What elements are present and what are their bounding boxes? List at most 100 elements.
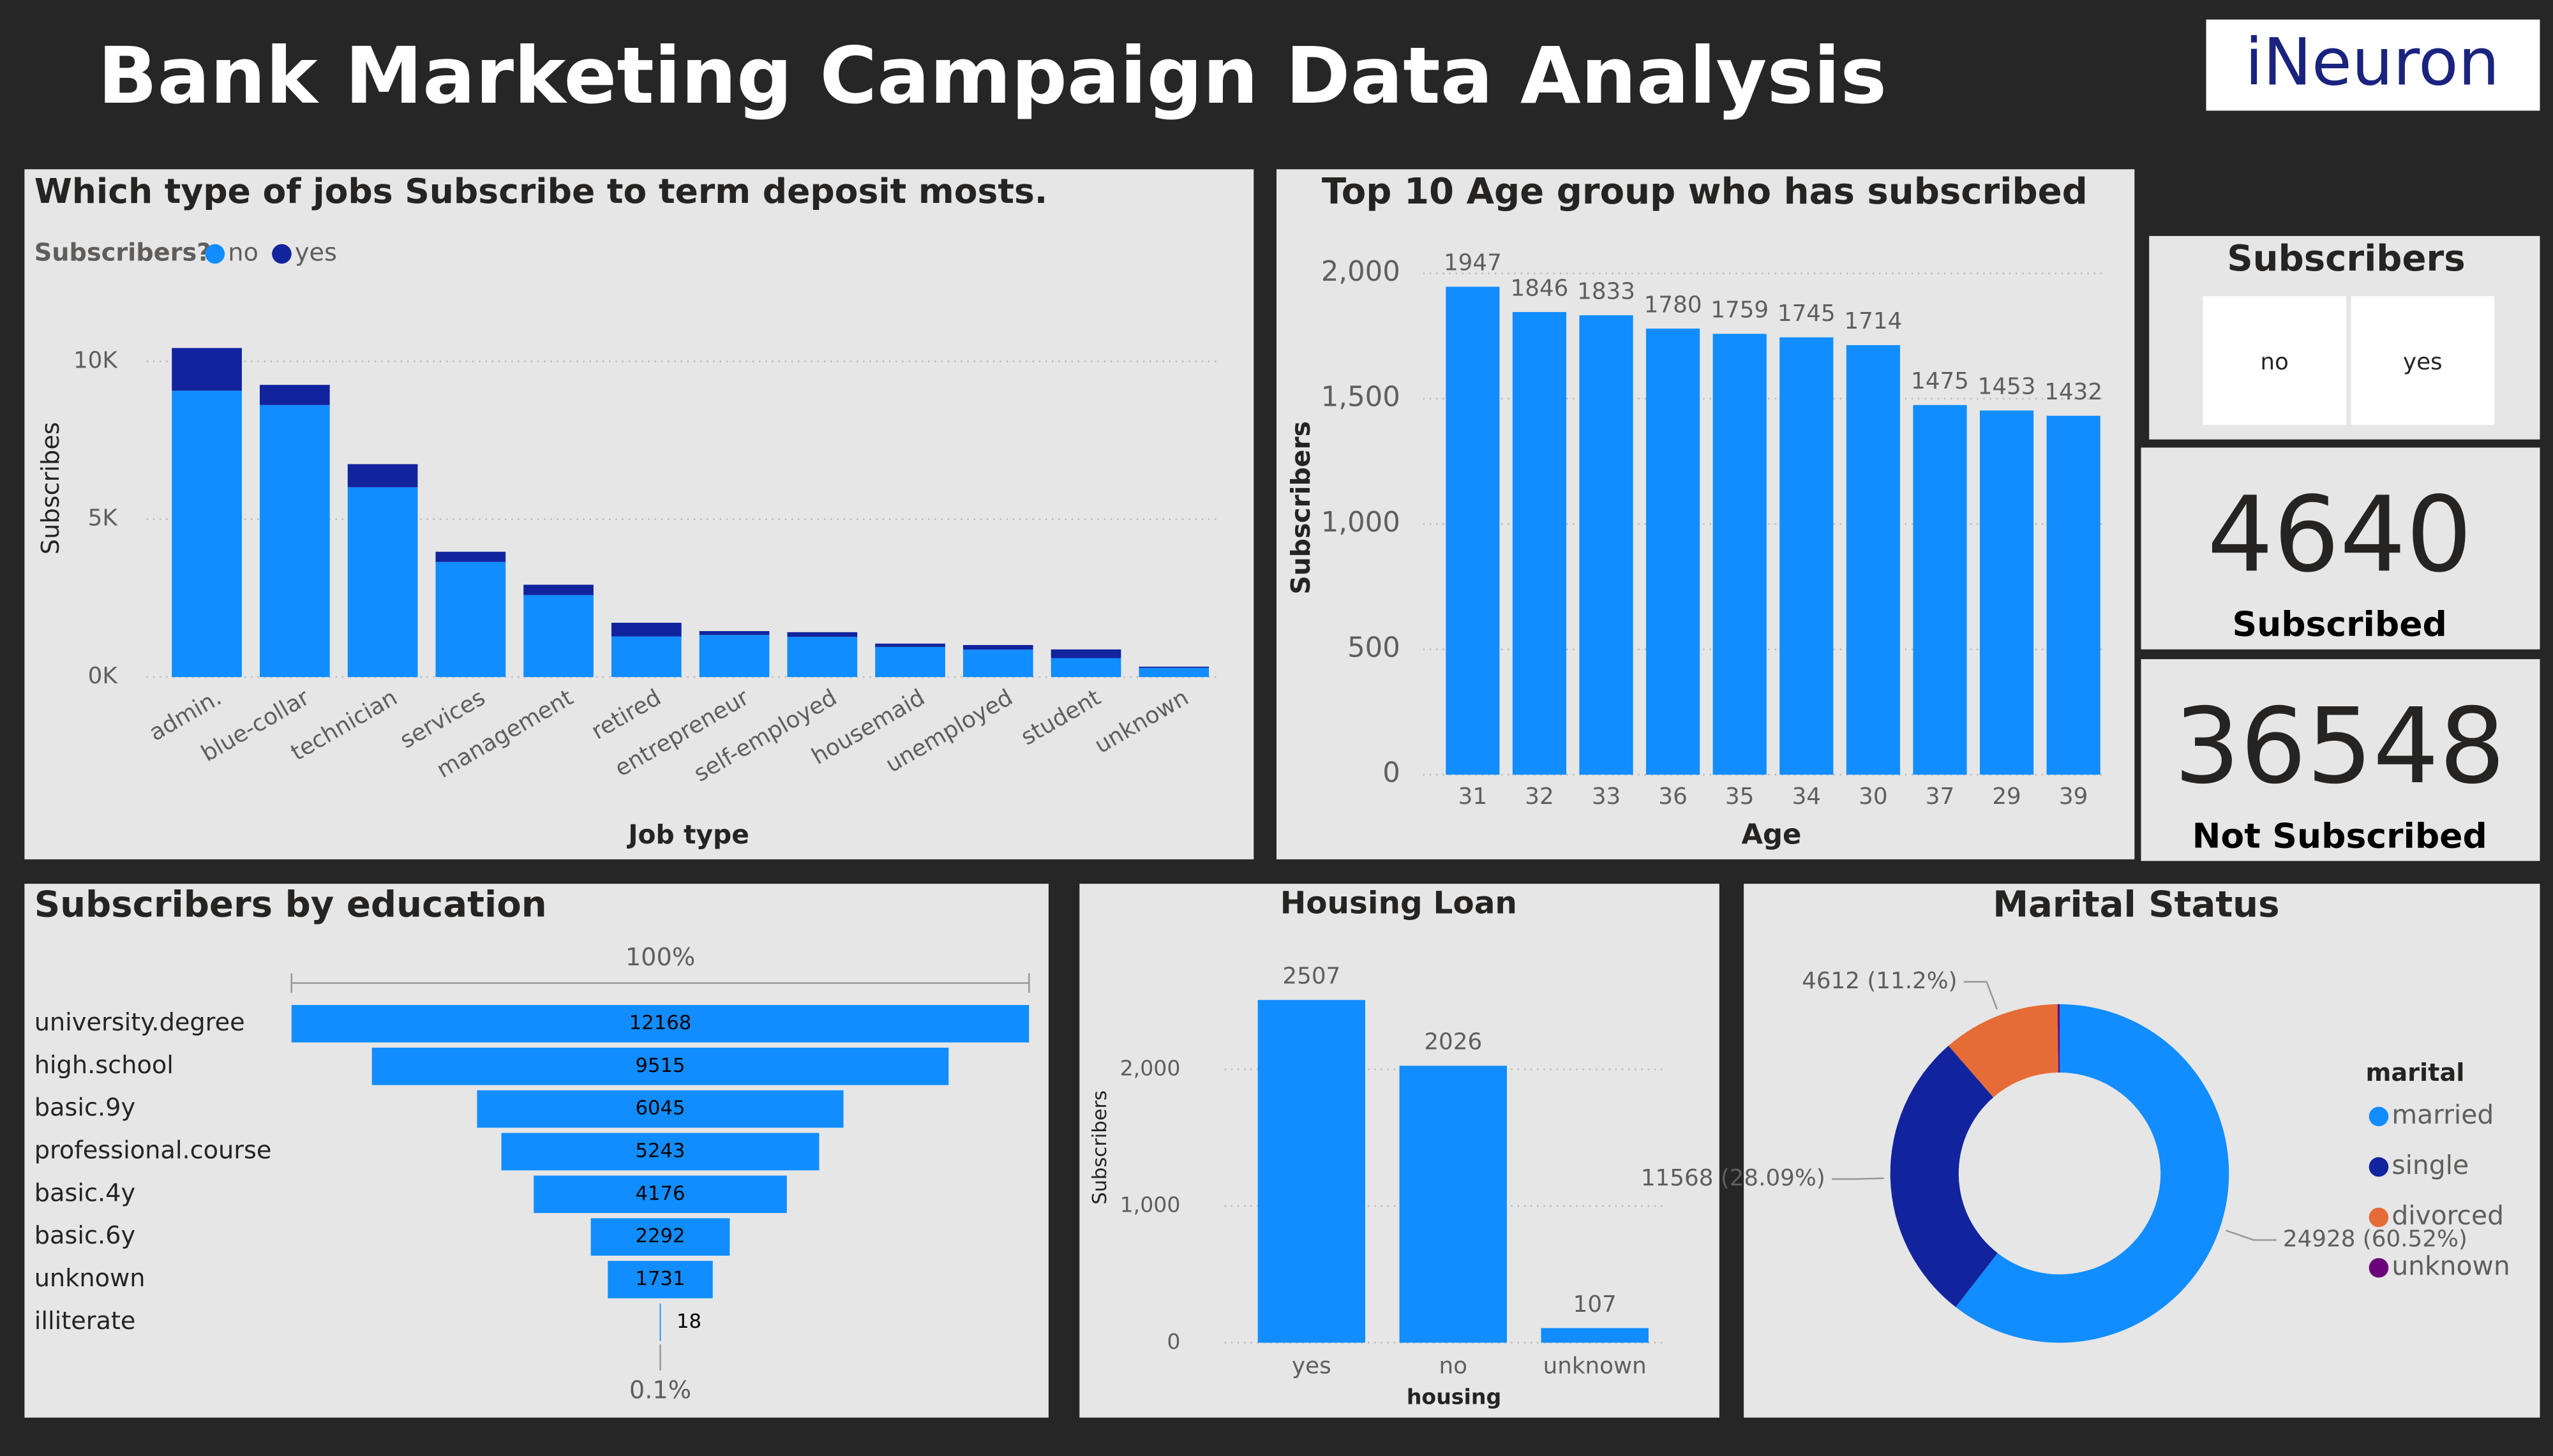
data-label: 1947 — [1444, 250, 1502, 276]
funnel-bottom-label: 0.1% — [629, 1376, 691, 1404]
y-tick-label: 500 — [1347, 632, 1400, 664]
funnel-bar — [608, 1261, 713, 1298]
card-label: Subscribed — [2233, 604, 2447, 644]
bar-segment — [435, 561, 506, 678]
legend-marker — [2369, 1207, 2389, 1228]
legend-label: married — [2392, 1099, 2494, 1130]
donut-slice — [1890, 1045, 1998, 1307]
slicer-button[interactable] — [2203, 296, 2346, 425]
bar-segment — [1051, 658, 1121, 678]
data-label: 1432 — [2044, 379, 2102, 405]
legend-label: single — [2392, 1150, 2469, 1180]
x-tick-label: 39 — [2059, 784, 2088, 810]
bar-segment — [962, 644, 1033, 650]
bar — [1579, 315, 1633, 775]
bar-segment — [523, 584, 594, 595]
bar-segment — [1051, 649, 1121, 658]
leader-line — [2226, 1229, 2277, 1241]
x-tick-label: unknown — [1543, 1353, 1647, 1379]
slicer-option[interactable]: yes — [2403, 349, 2443, 375]
bar-segment — [787, 632, 858, 637]
bar — [2046, 415, 2100, 775]
category-label: basic.4y — [34, 1178, 135, 1207]
category-label: professional.course — [34, 1136, 272, 1164]
data-label: 6045 — [636, 1097, 685, 1120]
bar — [1712, 334, 1767, 775]
legend-marker — [2369, 1106, 2389, 1127]
chart-title: Marital Status — [1993, 884, 2279, 925]
bar-segment — [875, 643, 945, 647]
y-tick-label: 1,000 — [1321, 507, 1400, 539]
slicer-button[interactable] — [2351, 296, 2495, 425]
data-label: 107 — [1573, 1291, 1617, 1318]
chart-title: Which type of jobs Subscribe to term dep… — [34, 171, 1048, 211]
legend-title: marital — [2366, 1059, 2465, 1087]
data-label: 4612 (11.2%) — [1802, 968, 1958, 994]
donut-slice — [1948, 1004, 2059, 1097]
bar — [1846, 345, 1900, 775]
bar — [1257, 1000, 1366, 1343]
bar-segment — [259, 405, 330, 678]
legend-marker — [272, 244, 292, 264]
x-tick-label: 32 — [1525, 784, 1554, 810]
data-label: 9515 — [636, 1055, 685, 1077]
data-label: 1731 — [636, 1268, 685, 1290]
data-label: 1846 — [1511, 275, 1569, 301]
y-axis-label: Subscribers — [1285, 421, 1316, 594]
slicer-option[interactable]: no — [2260, 349, 2288, 375]
data-label: 5243 — [636, 1140, 685, 1162]
bar-segment — [611, 636, 682, 678]
data-label: 11568 (28.09%) — [1641, 1165, 1825, 1191]
funnel-bar — [371, 1047, 949, 1085]
data-label: 18 — [677, 1311, 701, 1333]
funnel-bar — [659, 1303, 661, 1341]
x-axis-label: Age — [1741, 819, 1801, 851]
y-tick-label: 10K — [73, 347, 118, 373]
bar-segment — [172, 390, 242, 678]
funnel-bar — [534, 1175, 787, 1214]
logo-box — [2206, 19, 2540, 111]
bar-segment — [523, 595, 594, 678]
x-axis-label: Job type — [626, 819, 749, 850]
bar-segment — [787, 637, 858, 678]
card-value: 4640 — [2207, 473, 2472, 595]
x-tick-label: 37 — [1926, 784, 1954, 810]
data-label: 1745 — [1778, 301, 1836, 327]
data-label: 2026 — [1424, 1029, 1482, 1055]
legend-label: no — [228, 238, 258, 267]
x-axis-label: housing — [1407, 1385, 1501, 1409]
x-tick-label: 33 — [1592, 784, 1621, 810]
bar-segment — [1139, 666, 1209, 668]
donut-slice — [2057, 1004, 2060, 1073]
legend-label: divorced — [2392, 1200, 2504, 1231]
funnel-bar — [291, 1005, 1029, 1043]
panel — [2141, 447, 2540, 650]
bar-segment — [699, 631, 770, 635]
data-label: 1453 — [1978, 374, 2036, 400]
x-tick-label: 29 — [1992, 784, 2021, 810]
bar-segment — [611, 623, 682, 637]
bar-segment — [435, 551, 506, 562]
legend-marker — [205, 244, 225, 264]
bar — [1399, 1066, 1507, 1343]
funnel-top-label: 100% — [625, 943, 695, 972]
leader-line — [1831, 1177, 1884, 1180]
data-label: 1759 — [1711, 297, 1769, 323]
x-tick-label: no — [1439, 1353, 1467, 1379]
chart-title: Subscribers by education — [34, 884, 547, 925]
category-label: university.degree — [34, 1008, 245, 1037]
data-label: 2507 — [1282, 963, 1340, 990]
y-tick-label: 2,000 — [1120, 1055, 1181, 1080]
y-tick-label: 0K — [88, 663, 119, 689]
bar — [1541, 1328, 1649, 1343]
bar-segment — [347, 464, 418, 487]
panel — [1744, 884, 2540, 1418]
legend-label: unknown — [2392, 1251, 2510, 1281]
data-label: 2292 — [636, 1225, 685, 1247]
chart-title: Top 10 Age group who has subscribed — [1322, 171, 2088, 212]
y-axis-label: Subscribes — [36, 422, 65, 554]
x-tick-label: 34 — [1792, 784, 1821, 810]
funnel-bar — [590, 1218, 730, 1256]
legend-title: Subscribers? — [34, 238, 211, 267]
